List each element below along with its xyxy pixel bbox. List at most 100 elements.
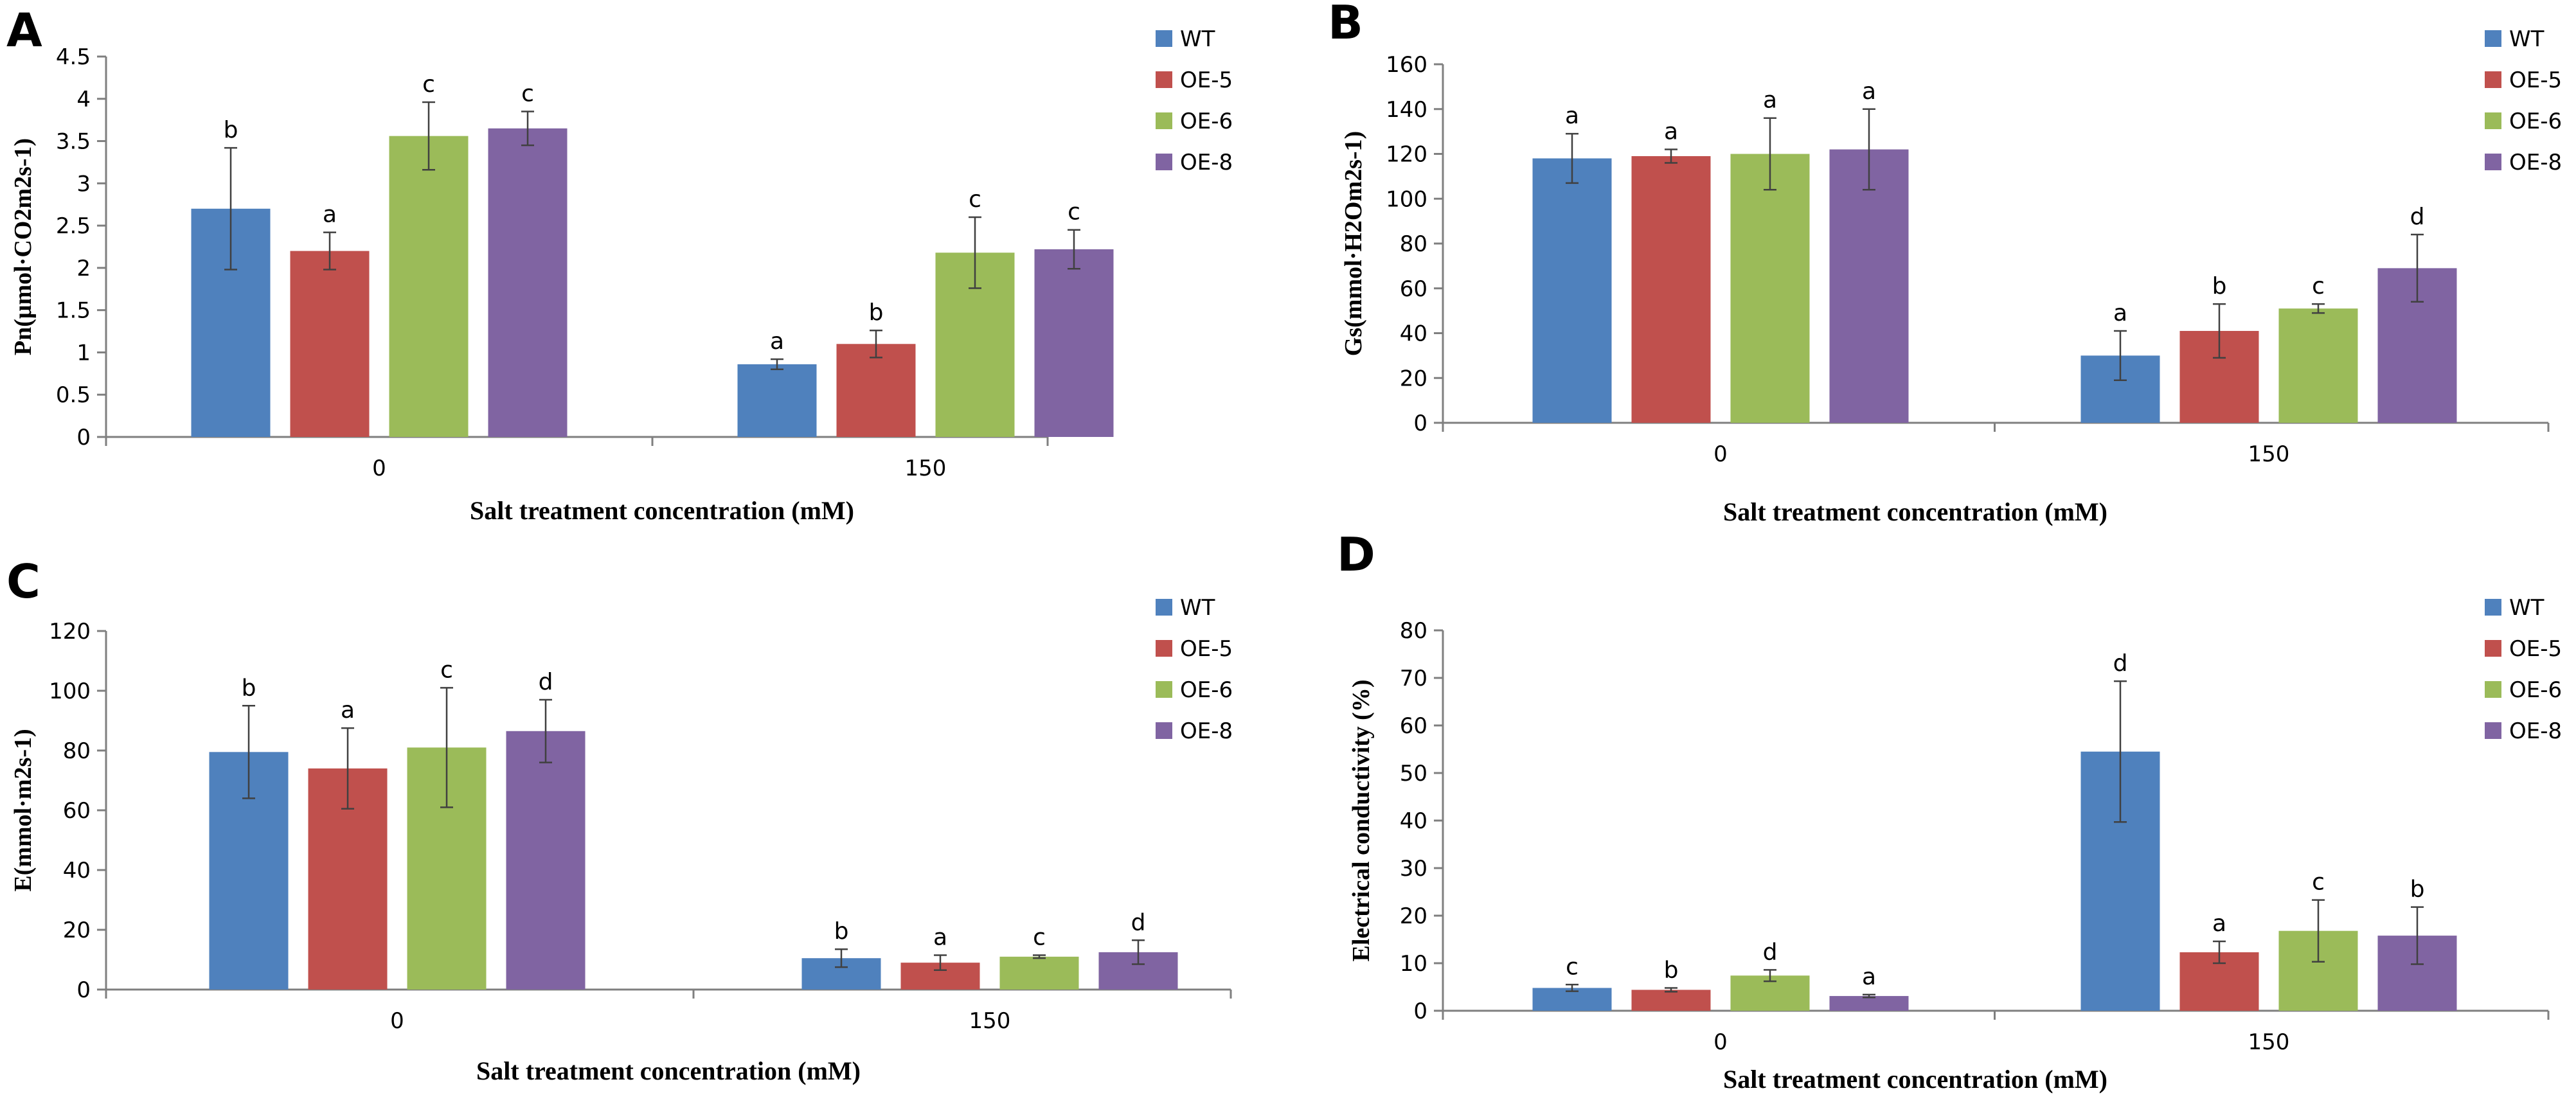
bar-oe-8-150 — [1034, 249, 1114, 437]
significance-letter: a — [1862, 78, 1876, 105]
bar-oe-5-0 — [290, 251, 370, 437]
x-axis-title: Salt treatment concentration (mM) — [470, 496, 854, 525]
y-tick-label: 10 — [1400, 951, 1427, 977]
legend-swatch-wt — [2485, 599, 2501, 616]
legend-swatch-oe-8 — [2485, 722, 2501, 739]
significance-letter: b — [869, 299, 884, 326]
y-tick-label: 3 — [76, 171, 91, 197]
significance-letter: d — [539, 669, 553, 695]
y-tick-label: 20 — [1400, 903, 1427, 929]
significance-letter: d — [2410, 204, 2425, 230]
y-tick-label: 80 — [1400, 618, 1427, 644]
legend-swatch-oe-6 — [1156, 112, 1172, 129]
significance-letter: c — [440, 657, 453, 683]
y-tick-label: 80 — [63, 738, 91, 764]
chart-panel-b: B 0 20 40 60 80 100 120 140 160 0 150 a a a b a c a d WT OE-5… — [1328, 0, 2562, 526]
significance-letter: a — [2113, 300, 2127, 326]
chart-panel-a: A 0 0.5 1 1.5 2 2.5 3 3.5 4 4.5 0 150 b a a b c c c c WT OE-5 O… — [6, 3, 1233, 525]
chart-panel-d: D 0 10 20 30 40 50 60 70 80 0 150 c d b a d c a b WT OE-5 OE-6… — [1337, 528, 2562, 1094]
significance-letter: b — [224, 117, 238, 143]
legend-swatch-oe-6 — [2485, 112, 2501, 129]
y-axis-title: E(mmol·m2s-1) — [10, 729, 37, 891]
significance-letter: c — [2312, 273, 2325, 299]
y-tick-label: 4.5 — [56, 44, 91, 70]
significance-letter: a — [1763, 87, 1777, 114]
x-tick-label: 0 — [372, 456, 386, 481]
significance-letter: c — [521, 81, 534, 107]
x-tick-label: 0 — [390, 1008, 404, 1034]
y-tick-label: 4 — [76, 87, 91, 112]
bar-oe-8-0 — [506, 731, 586, 990]
y-tick-label: 60 — [63, 798, 91, 824]
y-tick-label: 1 — [76, 340, 91, 366]
legend-label-oe-5: OE-5 — [2509, 67, 2562, 93]
legend-label-oe-8: OE-8 — [2509, 718, 2562, 744]
y-tick-label: 0 — [1413, 999, 1427, 1024]
significance-letter: c — [1033, 925, 1046, 951]
significance-letter: a — [933, 925, 947, 951]
legend-label-wt: WT — [2509, 26, 2545, 52]
bar-wt-0 — [1532, 158, 1612, 423]
legend-swatch-oe-6 — [1156, 681, 1172, 698]
y-tick-label: 1.5 — [56, 298, 91, 324]
legend-label-oe-8: OE-8 — [1180, 718, 1233, 744]
y-tick-label: 140 — [1386, 97, 1427, 123]
bar-oe-8-0 — [1829, 149, 1909, 423]
legend-label-oe-6: OE-6 — [1180, 677, 1233, 703]
y-tick-label: 2.5 — [56, 213, 91, 239]
y-tick-label: 120 — [49, 619, 91, 644]
legend-label-oe-8: OE-8 — [1180, 150, 1233, 175]
significance-letter: c — [2312, 869, 2325, 896]
legend-label-wt: WT — [2509, 595, 2545, 621]
y-tick-label: 0 — [76, 425, 91, 450]
legend-swatch-oe-8 — [1156, 722, 1172, 739]
bar-oe-5-0 — [1631, 156, 1711, 423]
bar-oe-8-0 — [1829, 996, 1909, 1011]
legend-label-oe-6: OE-6 — [2509, 677, 2562, 703]
y-tick-label: 160 — [1386, 52, 1427, 78]
significance-letter: a — [2212, 911, 2226, 937]
bar-oe-8-0 — [488, 128, 568, 438]
significance-letter: c — [422, 71, 435, 98]
significance-letter: b — [1664, 957, 1679, 983]
panel-label: D — [1337, 528, 1375, 582]
x-tick-label: 0 — [1713, 1029, 1728, 1055]
y-tick-label: 50 — [1400, 761, 1427, 787]
legend-swatch-wt — [2485, 30, 2501, 47]
bar-wt-150 — [737, 364, 817, 437]
legend-swatch-oe-8 — [2485, 154, 2501, 170]
legend-swatch-wt — [1156, 599, 1172, 616]
y-tick-label: 20 — [63, 918, 91, 943]
legend-label-oe-5: OE-5 — [1180, 67, 1233, 93]
significance-letter: b — [2212, 273, 2227, 299]
x-tick-label: 150 — [2248, 441, 2290, 467]
x-axis-title: Salt treatment concentration (mM) — [1723, 497, 2107, 526]
y-tick-label: 70 — [1400, 666, 1427, 691]
legend-swatch-oe-5 — [2485, 640, 2501, 657]
y-tick-label: 100 — [49, 679, 91, 704]
significance-letter: a — [323, 202, 337, 228]
y-tick-label: 2 — [76, 256, 91, 281]
significance-letter: c — [1566, 954, 1579, 980]
legend-label-oe-8: OE-8 — [2509, 150, 2562, 175]
y-tick-label: 20 — [1400, 366, 1427, 391]
significance-letter: d — [2113, 650, 2128, 677]
legend-swatch-oe-5 — [2485, 71, 2501, 88]
legend-swatch-oe-8 — [1156, 154, 1172, 170]
y-tick-label: 0.5 — [56, 382, 91, 408]
significance-letter: a — [1565, 103, 1579, 129]
legend-label-oe-6: OE-6 — [2509, 109, 2562, 134]
y-tick-label: 0 — [76, 977, 91, 1003]
x-tick-label: 150 — [969, 1008, 1011, 1034]
x-tick-label: 150 — [2248, 1029, 2290, 1055]
significance-letter: c — [969, 186, 981, 213]
significance-letter: b — [242, 675, 256, 701]
significance-letter: b — [834, 918, 849, 945]
legend-label-oe-5: OE-5 — [2509, 636, 2562, 662]
legend-swatch-oe-5 — [1156, 640, 1172, 657]
legend-swatch-oe-5 — [1156, 71, 1172, 88]
y-tick-label: 0 — [1413, 411, 1427, 436]
y-tick-label: 3.5 — [56, 129, 91, 155]
y-tick-label: 120 — [1386, 142, 1427, 168]
